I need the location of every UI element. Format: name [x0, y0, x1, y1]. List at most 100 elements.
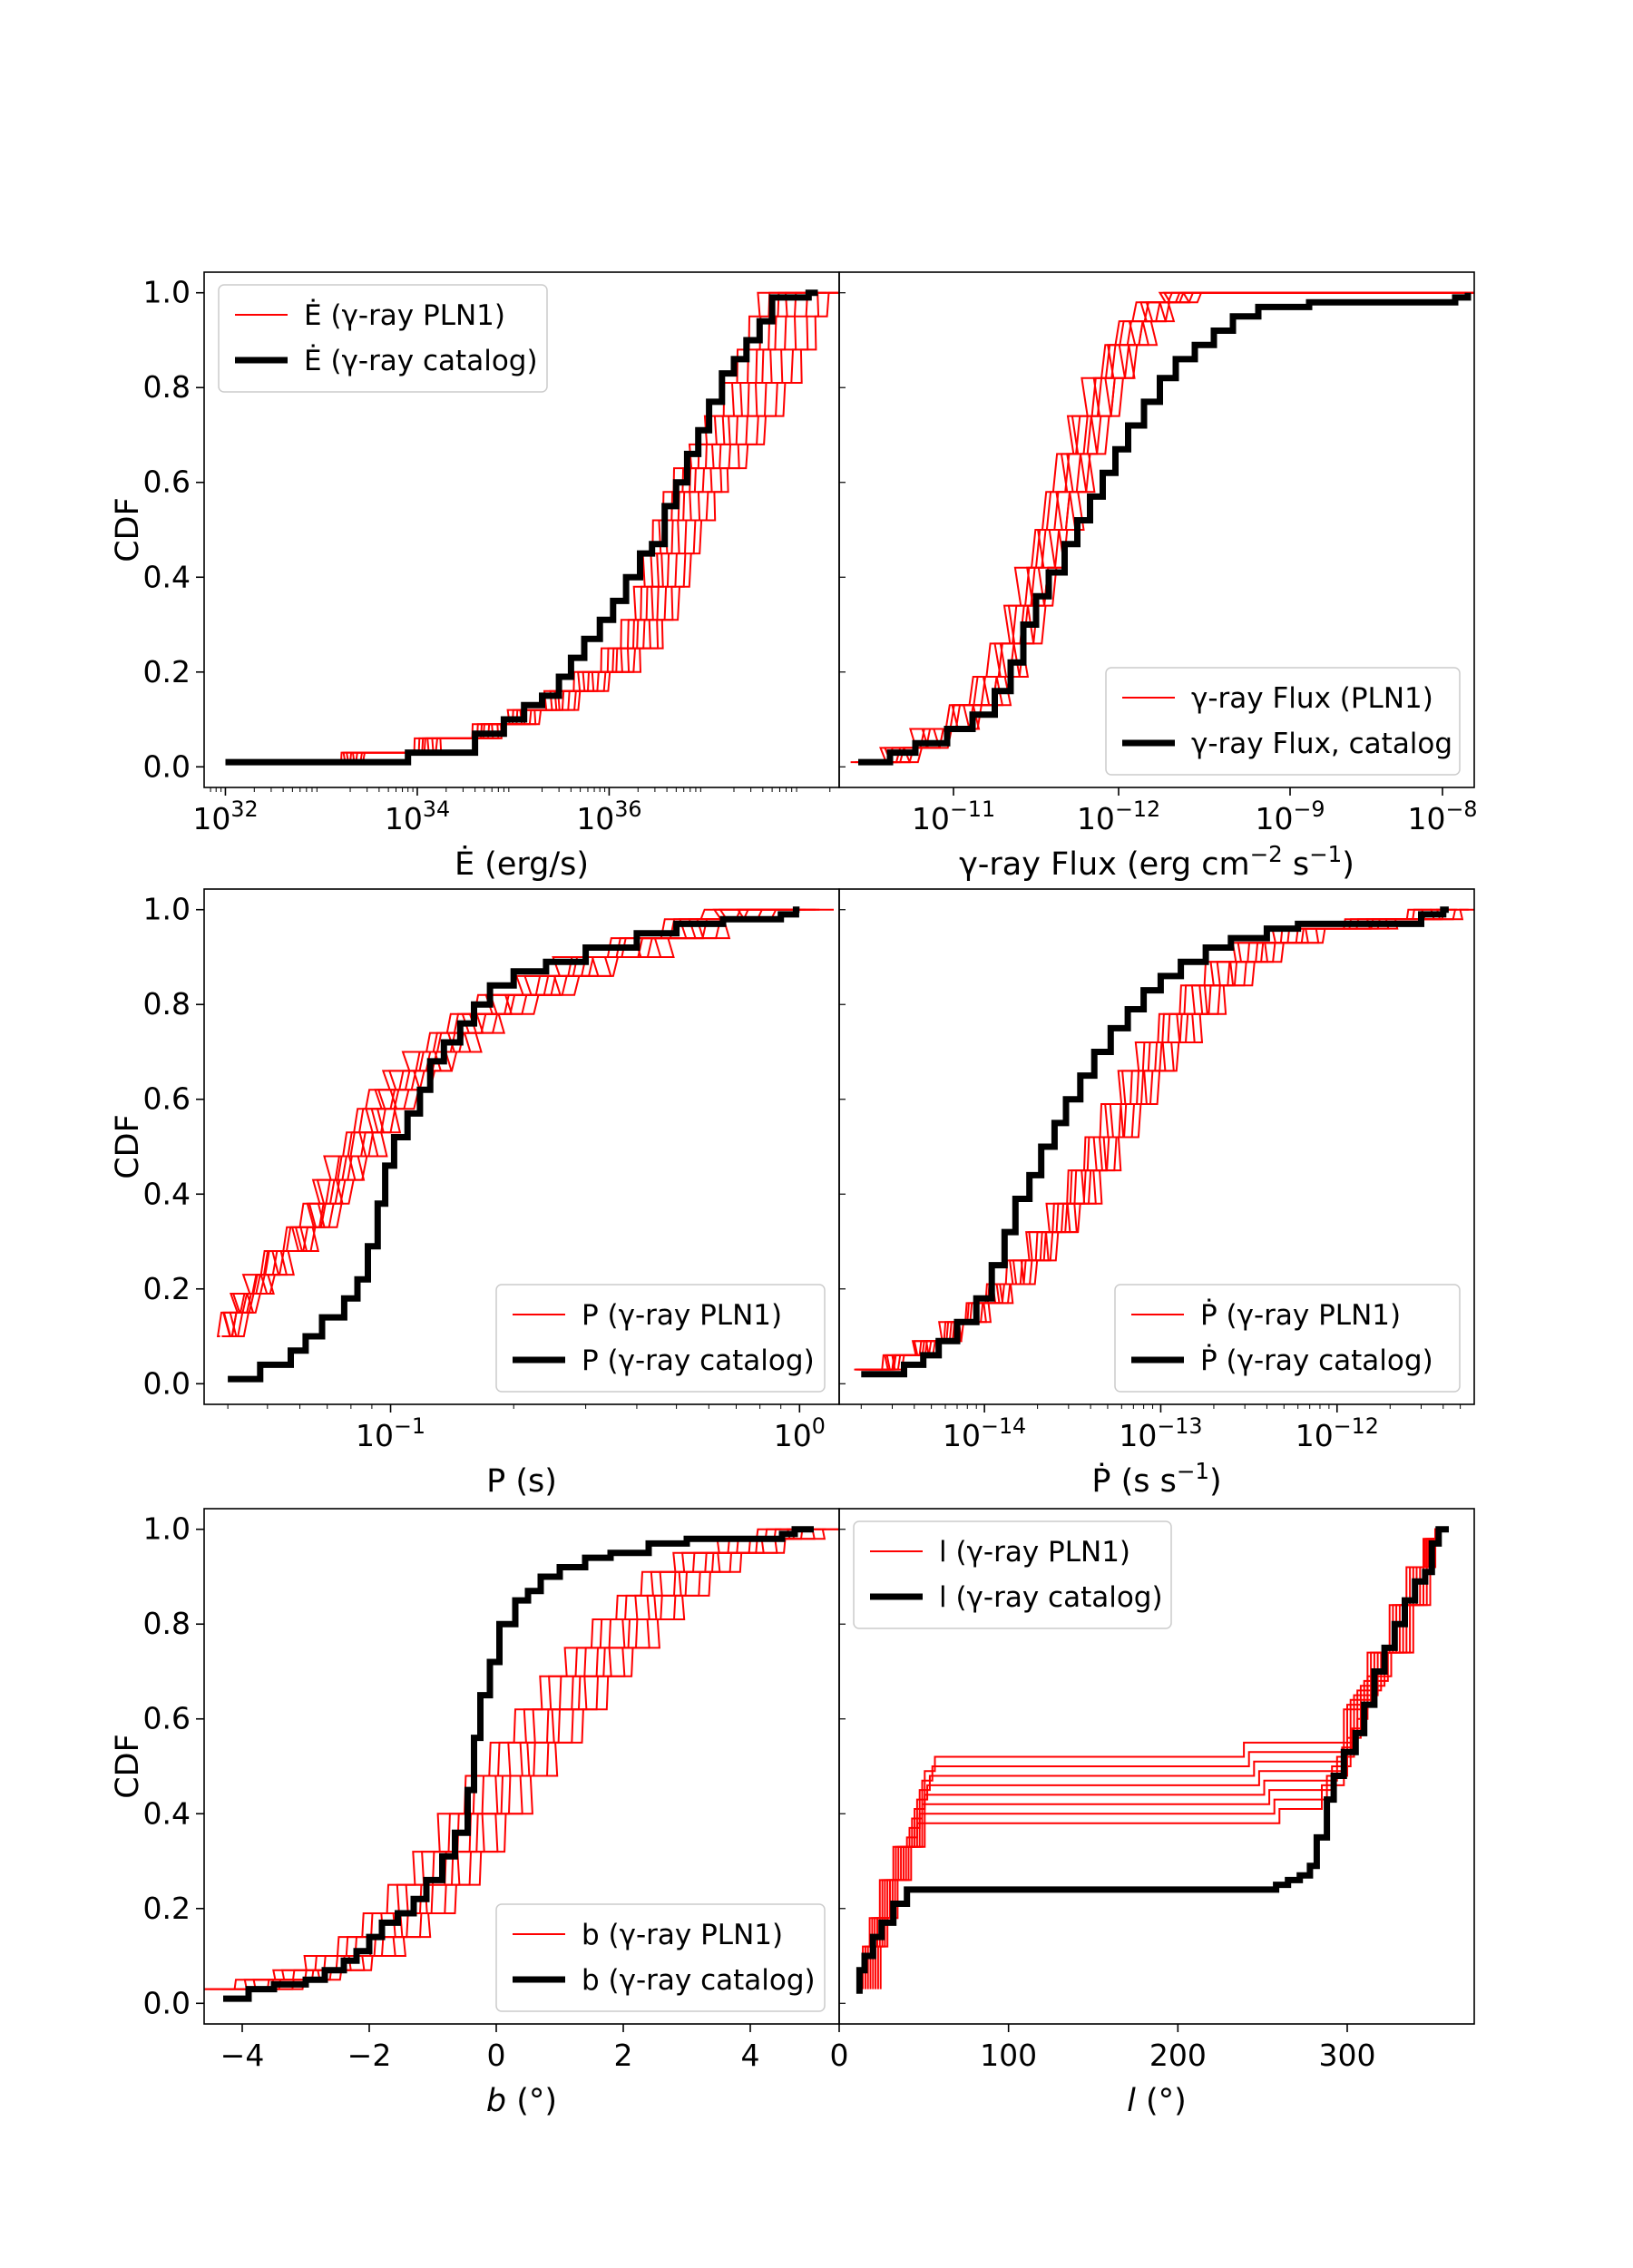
xtick-base: 10: [356, 1418, 394, 1453]
xlabel-pre: Ṗ (s s: [1091, 1461, 1176, 1500]
legend-label-0: l (γ-ray PLN1): [939, 1536, 1130, 1569]
xtick-exponent: −11: [950, 797, 995, 822]
legend-box: [218, 284, 548, 393]
series-model-flux-6: [862, 291, 1468, 764]
series-model-period-3: [237, 908, 820, 1337]
legend-box: [853, 1520, 1172, 1629]
legend-glon: l (γ-ray PLN1) l (γ-ray catalog): [853, 1520, 1172, 1629]
axes-frame-glon: [838, 1508, 1475, 2025]
xlabel-period: P (s): [486, 1463, 557, 1500]
xlabel-var: b: [486, 2083, 506, 2119]
ylabel-edot: CDF: [110, 497, 146, 562]
xtick-base: 10: [943, 1418, 981, 1453]
series-catalog-glon: [856, 1526, 1449, 1994]
xtick-label-flux-1: 10−12: [1077, 797, 1160, 836]
series-model-glon-7: [879, 1528, 1449, 1989]
ylabel-period: CDF: [110, 1114, 146, 1179]
series-catalog-glat: [223, 1526, 814, 2002]
ytick-label-edot-1: 0.2: [143, 654, 191, 689]
xtick-label-edot-2: 1036: [576, 797, 641, 836]
series-catalog-edot: [225, 289, 818, 766]
legend-edot: Ė (γ-ray PLN1) Ė (γ-ray catalog): [218, 284, 548, 393]
xtick-exponent: 34: [423, 797, 450, 822]
ytick-label-glat-5: 1.0: [143, 1511, 191, 1547]
xlabel-post: (°): [506, 2083, 557, 2119]
xtick-label-pdot-0: 10−14: [943, 1413, 1026, 1453]
legend-flux: γ-ray Flux (PLN1) γ-ray Flux, catalog: [1105, 667, 1461, 776]
xtick-base: 10: [1119, 1418, 1157, 1453]
ytick-label-period-2: 0.4: [143, 1176, 191, 1211]
series-catalog-pdot: [861, 906, 1449, 1378]
plot-area-period: [216, 906, 834, 1383]
series-model-period-7: [227, 908, 806, 1337]
plot-area-glat: [204, 1526, 839, 2002]
legend-pdot: Ṗ (γ-ray PLN1) Ṗ (γ-ray catalog): [1114, 1284, 1461, 1393]
ytick-label-edot-4: 0.8: [143, 369, 191, 405]
plot-area-glon: [856, 1526, 1449, 1994]
panel-flux: 10−11 10−12 10−9 10−8γ-ray Flux (erg cm−2 s…: [838, 271, 1478, 883]
xlabel-sup1: −2: [1250, 841, 1283, 867]
xtick-label-glat-3: 2: [614, 2038, 633, 2073]
xtick-label-glat-2: 0: [487, 2038, 506, 2073]
xtick-label-glon-2: 200: [1149, 2038, 1207, 2073]
xtick-base: 10: [1407, 801, 1445, 836]
series-model-glat-6: [204, 1528, 782, 1990]
series-catalog-flux: [858, 292, 1472, 766]
xlabel-sup2: −1: [1309, 841, 1342, 867]
ytick-label-glat-0: 0.0: [143, 1985, 191, 2020]
legend-glat: b (γ-ray PLN1) b (γ-ray catalog): [495, 1903, 826, 2012]
plot-area-pdot: [854, 906, 1474, 1378]
series-model-edot-6: [268, 291, 839, 764]
xtick-base: 10: [576, 801, 614, 836]
xtick-base: 10: [1255, 801, 1293, 836]
xtick-label-period-0: 10−1: [356, 1413, 425, 1453]
xtick-exponent: 36: [614, 797, 641, 822]
ytick-label-edot-3: 0.6: [143, 464, 191, 500]
legend-box: [1105, 667, 1461, 776]
xtick-base: 10: [1296, 1418, 1334, 1453]
legend-label-0: γ-ray Flux (PLN1): [1191, 682, 1433, 715]
xtick-label-glon-0: 0: [830, 2038, 849, 2073]
legend-box: [495, 1284, 826, 1393]
xtick-exponent: −8: [1445, 797, 1477, 822]
legend-label-0: b (γ-ray PLN1): [582, 1919, 783, 1951]
ytick-label-period-5: 1.0: [143, 892, 191, 927]
xtick-base: 10: [192, 801, 230, 836]
xtick-exponent: 32: [230, 797, 258, 822]
legend-label-1: b (γ-ray catalog): [582, 1964, 816, 1997]
xtick-exponent: −14: [981, 1413, 1026, 1439]
series-model-edot-7: [251, 291, 812, 764]
legend-label-0: P (γ-ray PLN1): [582, 1299, 782, 1332]
ytick-label-glat-2: 0.4: [143, 1795, 191, 1831]
xlabel-post: ): [1209, 1463, 1222, 1500]
xtick-base: 10: [1077, 801, 1115, 836]
panel-glat: 0.0 0.2 0.4 0.6 0.8 1.0 CDF −4 −2 0 2 4 b (°) b (γ-ra…: [110, 1508, 840, 2119]
legend-label-1: Ė (γ-ray catalog): [304, 345, 538, 377]
xtick-label-pdot-1: 10−13: [1119, 1413, 1202, 1453]
xlabel-edot: Ė (erg/s): [455, 845, 589, 883]
ytick-label-period-0: 0.0: [143, 1365, 191, 1401]
series-model-glat-5: [257, 1528, 839, 1990]
legend-label-1: γ-ray Flux, catalog: [1191, 728, 1452, 760]
xtick-label-glat-1: −2: [347, 2038, 392, 2073]
legend-label-0: Ė (γ-ray PLN1): [304, 299, 505, 332]
legend-label-1: l (γ-ray catalog): [939, 1581, 1163, 1614]
xtick-label-flux-3: 10−8: [1407, 797, 1477, 836]
xtick-base: 10: [774, 1418, 812, 1453]
xtick-label-pdot-2: 10−12: [1296, 1413, 1379, 1453]
plot-area-flux: [850, 291, 1474, 766]
panel-pdot: 10−14 10−13 10−12Ṗ (s s−1)Ṗ (γ-ray PLN1)Ṗ …: [838, 888, 1475, 1501]
axes-frame-flux: [838, 271, 1475, 788]
ytick-label-period-3: 0.6: [143, 1081, 191, 1117]
legend-box: [1114, 1284, 1461, 1393]
xtick-base: 10: [385, 801, 423, 836]
xlabel-glat: b (°): [486, 2083, 557, 2119]
xtick-label-edot-0: 1032: [192, 797, 258, 836]
ytick-label-period-1: 0.2: [143, 1271, 191, 1306]
xtick-label-period-1: 100: [774, 1413, 826, 1453]
xlabel-pdot: Ṗ (s s−1): [1091, 1458, 1221, 1501]
axes-frame-pdot: [838, 888, 1475, 1405]
xlabel-pre: γ-ray Flux (erg cm: [959, 846, 1250, 883]
xtick-label-glat-0: −4: [220, 2038, 265, 2073]
